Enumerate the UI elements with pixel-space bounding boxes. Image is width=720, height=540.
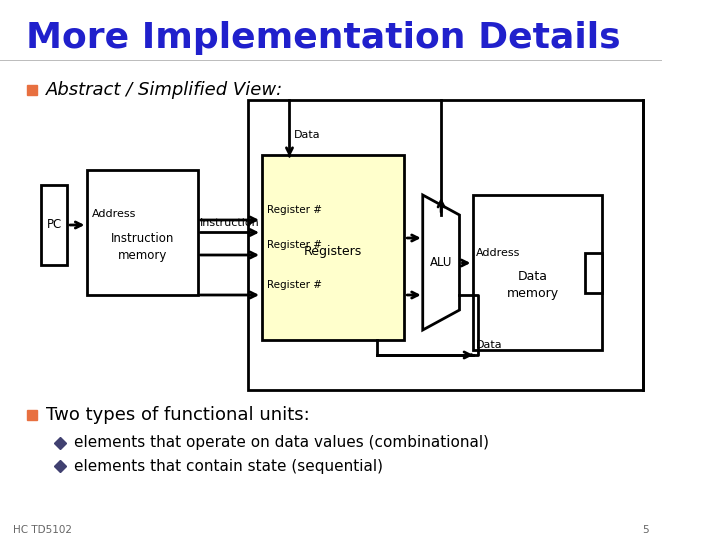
Bar xyxy=(41,185,67,265)
Text: Two types of functional units:: Two types of functional units: xyxy=(46,406,310,424)
Text: ALU: ALU xyxy=(430,256,452,269)
Text: Address: Address xyxy=(476,248,521,258)
Text: Register #: Register # xyxy=(266,205,322,215)
Text: More Implementation Details: More Implementation Details xyxy=(26,21,621,55)
Text: HC TD5102: HC TD5102 xyxy=(13,525,72,535)
Text: Registers: Registers xyxy=(304,245,362,258)
Text: elements that contain state (sequential): elements that contain state (sequential) xyxy=(73,458,382,474)
Text: elements that operate on data values (combinational): elements that operate on data values (co… xyxy=(73,435,488,450)
Text: Data
memory: Data memory xyxy=(507,270,559,300)
Text: Data: Data xyxy=(476,340,503,350)
Text: PC: PC xyxy=(47,219,62,232)
Bar xyxy=(585,253,602,293)
Text: Instruction
memory: Instruction memory xyxy=(111,233,174,262)
Text: Register #: Register # xyxy=(266,240,322,250)
Text: Address: Address xyxy=(92,209,136,219)
Text: Abstract / Simplified View:: Abstract / Simplified View: xyxy=(46,81,283,99)
Bar xyxy=(248,100,643,390)
Text: Instruction: Instruction xyxy=(200,218,260,227)
Bar xyxy=(262,155,405,340)
Polygon shape xyxy=(423,195,459,330)
Text: Data: Data xyxy=(294,130,320,140)
Text: Register #: Register # xyxy=(266,280,322,290)
Bar xyxy=(473,195,602,350)
Text: 5: 5 xyxy=(642,525,649,535)
Bar xyxy=(87,170,197,295)
